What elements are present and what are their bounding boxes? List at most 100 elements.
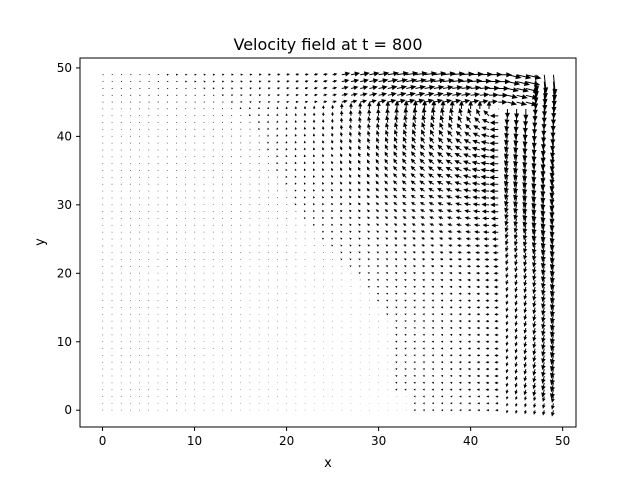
velocity-arrow xyxy=(496,403,498,404)
velocity-arrow xyxy=(377,231,379,232)
velocity-arrow xyxy=(487,314,489,315)
velocity-arrow xyxy=(277,108,278,109)
velocity-arrow xyxy=(277,115,278,116)
velocity-arrow xyxy=(460,300,462,301)
velocity-arrow xyxy=(304,142,305,144)
velocity-arrow xyxy=(250,81,251,82)
velocity-arrow xyxy=(241,136,242,137)
velocity-arrow xyxy=(487,355,489,356)
velocity-arrow xyxy=(386,224,388,225)
velocity-arrow xyxy=(304,149,305,150)
velocity-arrow xyxy=(259,95,260,96)
velocity-arrow xyxy=(250,122,251,123)
velocity-arrow xyxy=(423,287,424,288)
velocity-arrow xyxy=(459,280,461,281)
velocity-arrow xyxy=(396,259,397,260)
velocity-arrow xyxy=(332,218,333,219)
velocity-arrow xyxy=(323,106,324,109)
velocity-arrow xyxy=(378,266,379,267)
velocity-arrow xyxy=(304,121,305,123)
velocity-arrow xyxy=(359,245,360,246)
velocity-arrow xyxy=(487,375,489,376)
velocity-arrow xyxy=(442,286,444,287)
velocity-arrow xyxy=(478,403,479,404)
velocity-arrow xyxy=(495,334,498,335)
velocity-arrow xyxy=(487,321,489,322)
velocity-arrow xyxy=(441,266,443,267)
velocity-arrow xyxy=(478,314,480,315)
velocity-arrow xyxy=(478,382,480,383)
velocity-arrow xyxy=(314,141,315,143)
velocity-arrow xyxy=(323,238,324,239)
velocity-arrow xyxy=(204,115,205,116)
velocity-arrow xyxy=(332,204,333,205)
velocity-arrow xyxy=(350,210,351,211)
velocity-arrow xyxy=(451,293,453,294)
velocity-arrow xyxy=(433,307,434,308)
velocity-arrow xyxy=(213,74,214,75)
velocity-arrow xyxy=(332,232,333,233)
velocity-arrow xyxy=(304,190,305,191)
velocity-arrow xyxy=(359,182,361,184)
velocity-arrow xyxy=(469,307,471,308)
velocity-arrow xyxy=(478,307,480,308)
velocity-arrow xyxy=(295,149,296,150)
velocity-arrow xyxy=(250,74,252,75)
velocity-arrow xyxy=(495,362,498,363)
velocity-arrow xyxy=(295,114,296,116)
velocity-arrow xyxy=(442,341,443,342)
velocity-arrow xyxy=(468,280,470,281)
velocity-arrow xyxy=(442,362,443,363)
velocity-arrow xyxy=(442,307,443,308)
velocity-arrow xyxy=(341,238,342,239)
velocity-arrow xyxy=(423,273,424,274)
velocity-arrow xyxy=(478,334,480,335)
velocity-arrow xyxy=(386,238,388,239)
velocity-arrow xyxy=(304,211,305,212)
velocity-arrow xyxy=(286,128,287,129)
velocity-arrow xyxy=(314,114,315,116)
velocity-arrow xyxy=(350,196,351,198)
velocity-arrow xyxy=(314,127,315,129)
velocity-arrow xyxy=(286,107,287,109)
velocity-arrow xyxy=(460,334,462,335)
velocity-arrow xyxy=(460,321,462,322)
velocity-arrow xyxy=(314,176,315,177)
velocity-arrow xyxy=(442,335,443,336)
velocity-arrow xyxy=(487,389,489,390)
velocity-arrow xyxy=(359,196,361,198)
velocity-arrow xyxy=(451,328,452,329)
velocity-arrow xyxy=(433,300,434,301)
velocity-arrow xyxy=(478,300,480,301)
velocity-arrow xyxy=(478,348,480,349)
velocity-arrow xyxy=(359,217,360,218)
velocity-arrow xyxy=(350,217,351,218)
velocity-arrow xyxy=(396,266,397,267)
velocity-arrow xyxy=(368,245,369,246)
velocity-arrow xyxy=(460,376,461,377)
velocity-arrow xyxy=(332,183,333,185)
velocity-arrow xyxy=(287,81,289,82)
velocity-arrow xyxy=(368,196,370,198)
velocity-arrow xyxy=(314,121,315,123)
velocity-arrow xyxy=(241,74,242,75)
velocity-arrow xyxy=(386,217,388,219)
velocity-arrow xyxy=(368,252,369,253)
velocity-arrow xyxy=(286,114,287,115)
velocity-arrow xyxy=(460,410,461,411)
velocity-arrow xyxy=(387,266,388,267)
velocity-arrow xyxy=(495,327,498,328)
velocity-arrow xyxy=(295,142,296,143)
velocity-arrow xyxy=(350,238,351,239)
velocity-arrow xyxy=(368,217,370,218)
velocity-arrow xyxy=(222,115,223,116)
velocity-arrow xyxy=(332,211,333,212)
velocity-arrow xyxy=(314,197,315,198)
velocity-arrow xyxy=(460,389,461,390)
velocity-arrow xyxy=(486,286,489,287)
velocity-arrow xyxy=(405,273,406,274)
velocity-arrow xyxy=(359,203,361,205)
velocity-arrow xyxy=(314,211,315,212)
velocity-arrow xyxy=(495,293,498,294)
